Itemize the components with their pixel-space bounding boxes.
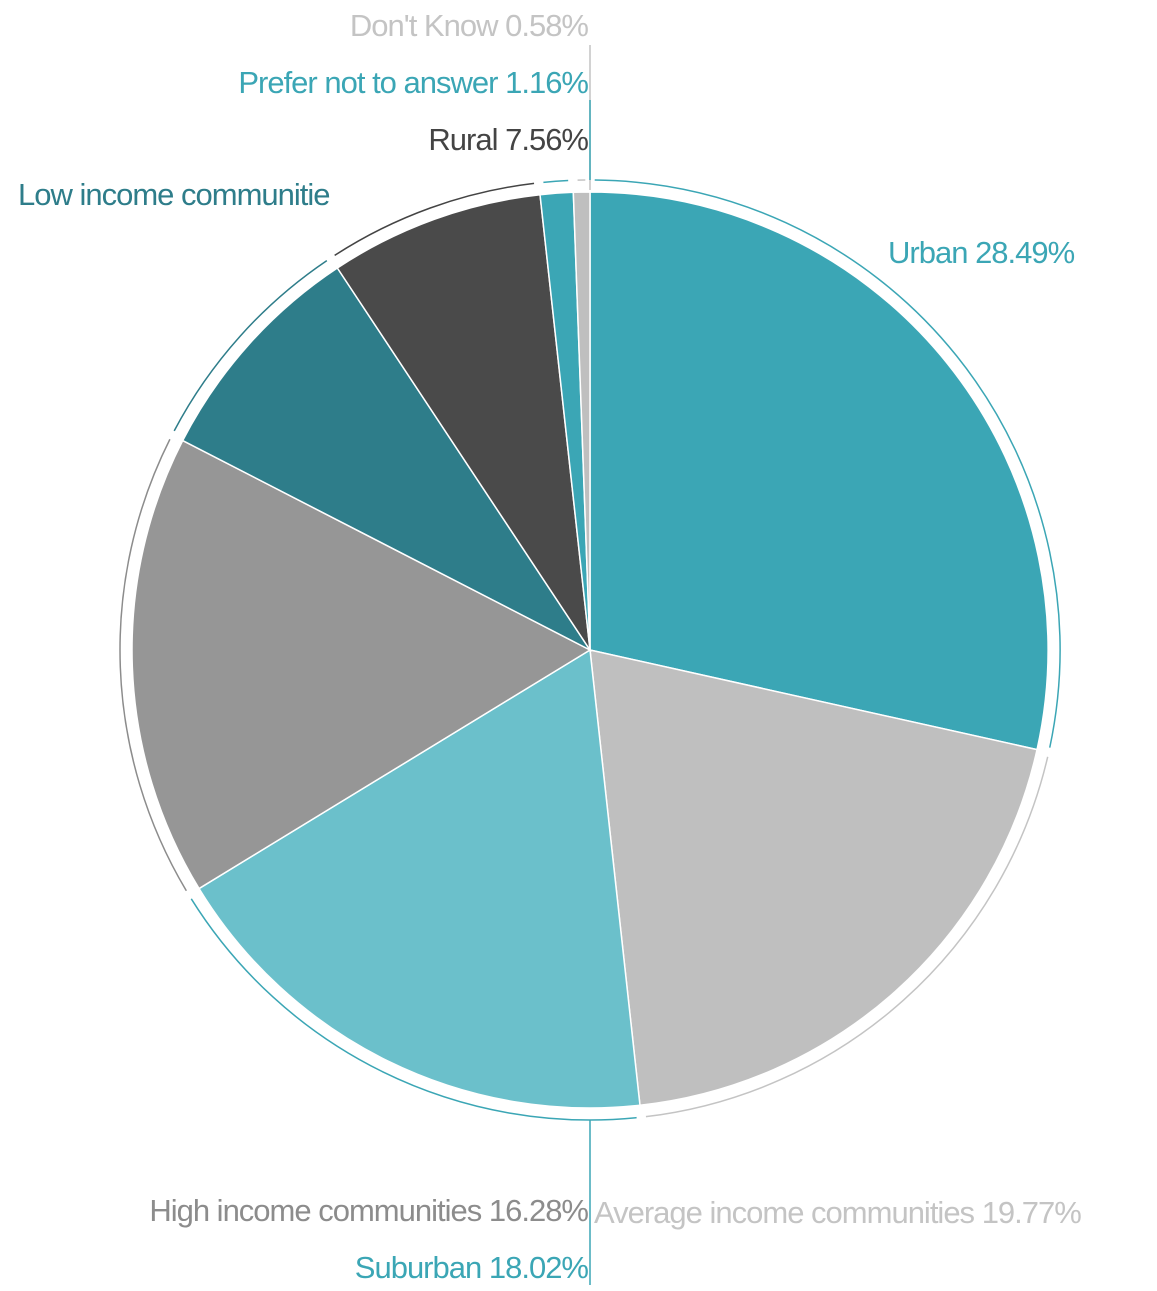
slice-name: Low income communitie — [18, 177, 330, 212]
slice-value: 28.49% — [975, 235, 1075, 270]
slice-name: Don't Know — [350, 8, 499, 43]
leader-arc — [190, 898, 637, 1121]
slice-label: Suburban 18.02% — [355, 1250, 589, 1285]
slice-name: Urban — [888, 235, 967, 270]
slice-value: 19.77% — [982, 1195, 1082, 1230]
pie-slice — [131, 439, 592, 890]
slice-label: High income communities 16.28% — [149, 1193, 588, 1228]
leader-arc — [334, 182, 535, 257]
leader-arc — [594, 179, 1061, 748]
slice-value: 1.16% — [505, 65, 588, 100]
slice-name: Prefer not to answer — [238, 65, 498, 100]
slice-label: Average income communities 19.77% — [594, 1195, 1081, 1230]
pie-slice — [336, 193, 591, 651]
slice-label: Low income communitie — [18, 177, 330, 212]
slice-label: Rural 7.56% — [428, 122, 588, 157]
pie-slice — [181, 266, 593, 652]
slice-name: Suburban — [355, 1250, 481, 1285]
pie-slice — [589, 191, 1049, 751]
slice-value: 0.58% — [505, 8, 588, 43]
slice-label: Prefer not to answer 1.16% — [238, 65, 588, 100]
slice-name: Average income communities — [594, 1195, 975, 1230]
slice-name: Rural — [428, 122, 497, 157]
pie-slice — [572, 191, 591, 651]
slice-value: 18.02% — [489, 1250, 589, 1285]
leader-arc — [173, 259, 328, 432]
pie-slice — [198, 648, 641, 1109]
slice-value: 7.56% — [505, 122, 588, 157]
slice-name: High income communities — [149, 1193, 481, 1228]
leader-arc — [543, 179, 569, 184]
leader-arc — [119, 438, 188, 892]
pie-slice — [589, 649, 1038, 1107]
leader-arc — [645, 756, 1049, 1118]
slice-value: 16.28% — [489, 1193, 589, 1228]
slice-label: Urban 28.49% — [888, 235, 1075, 270]
slice-label: Don't Know 0.58% — [350, 8, 589, 43]
